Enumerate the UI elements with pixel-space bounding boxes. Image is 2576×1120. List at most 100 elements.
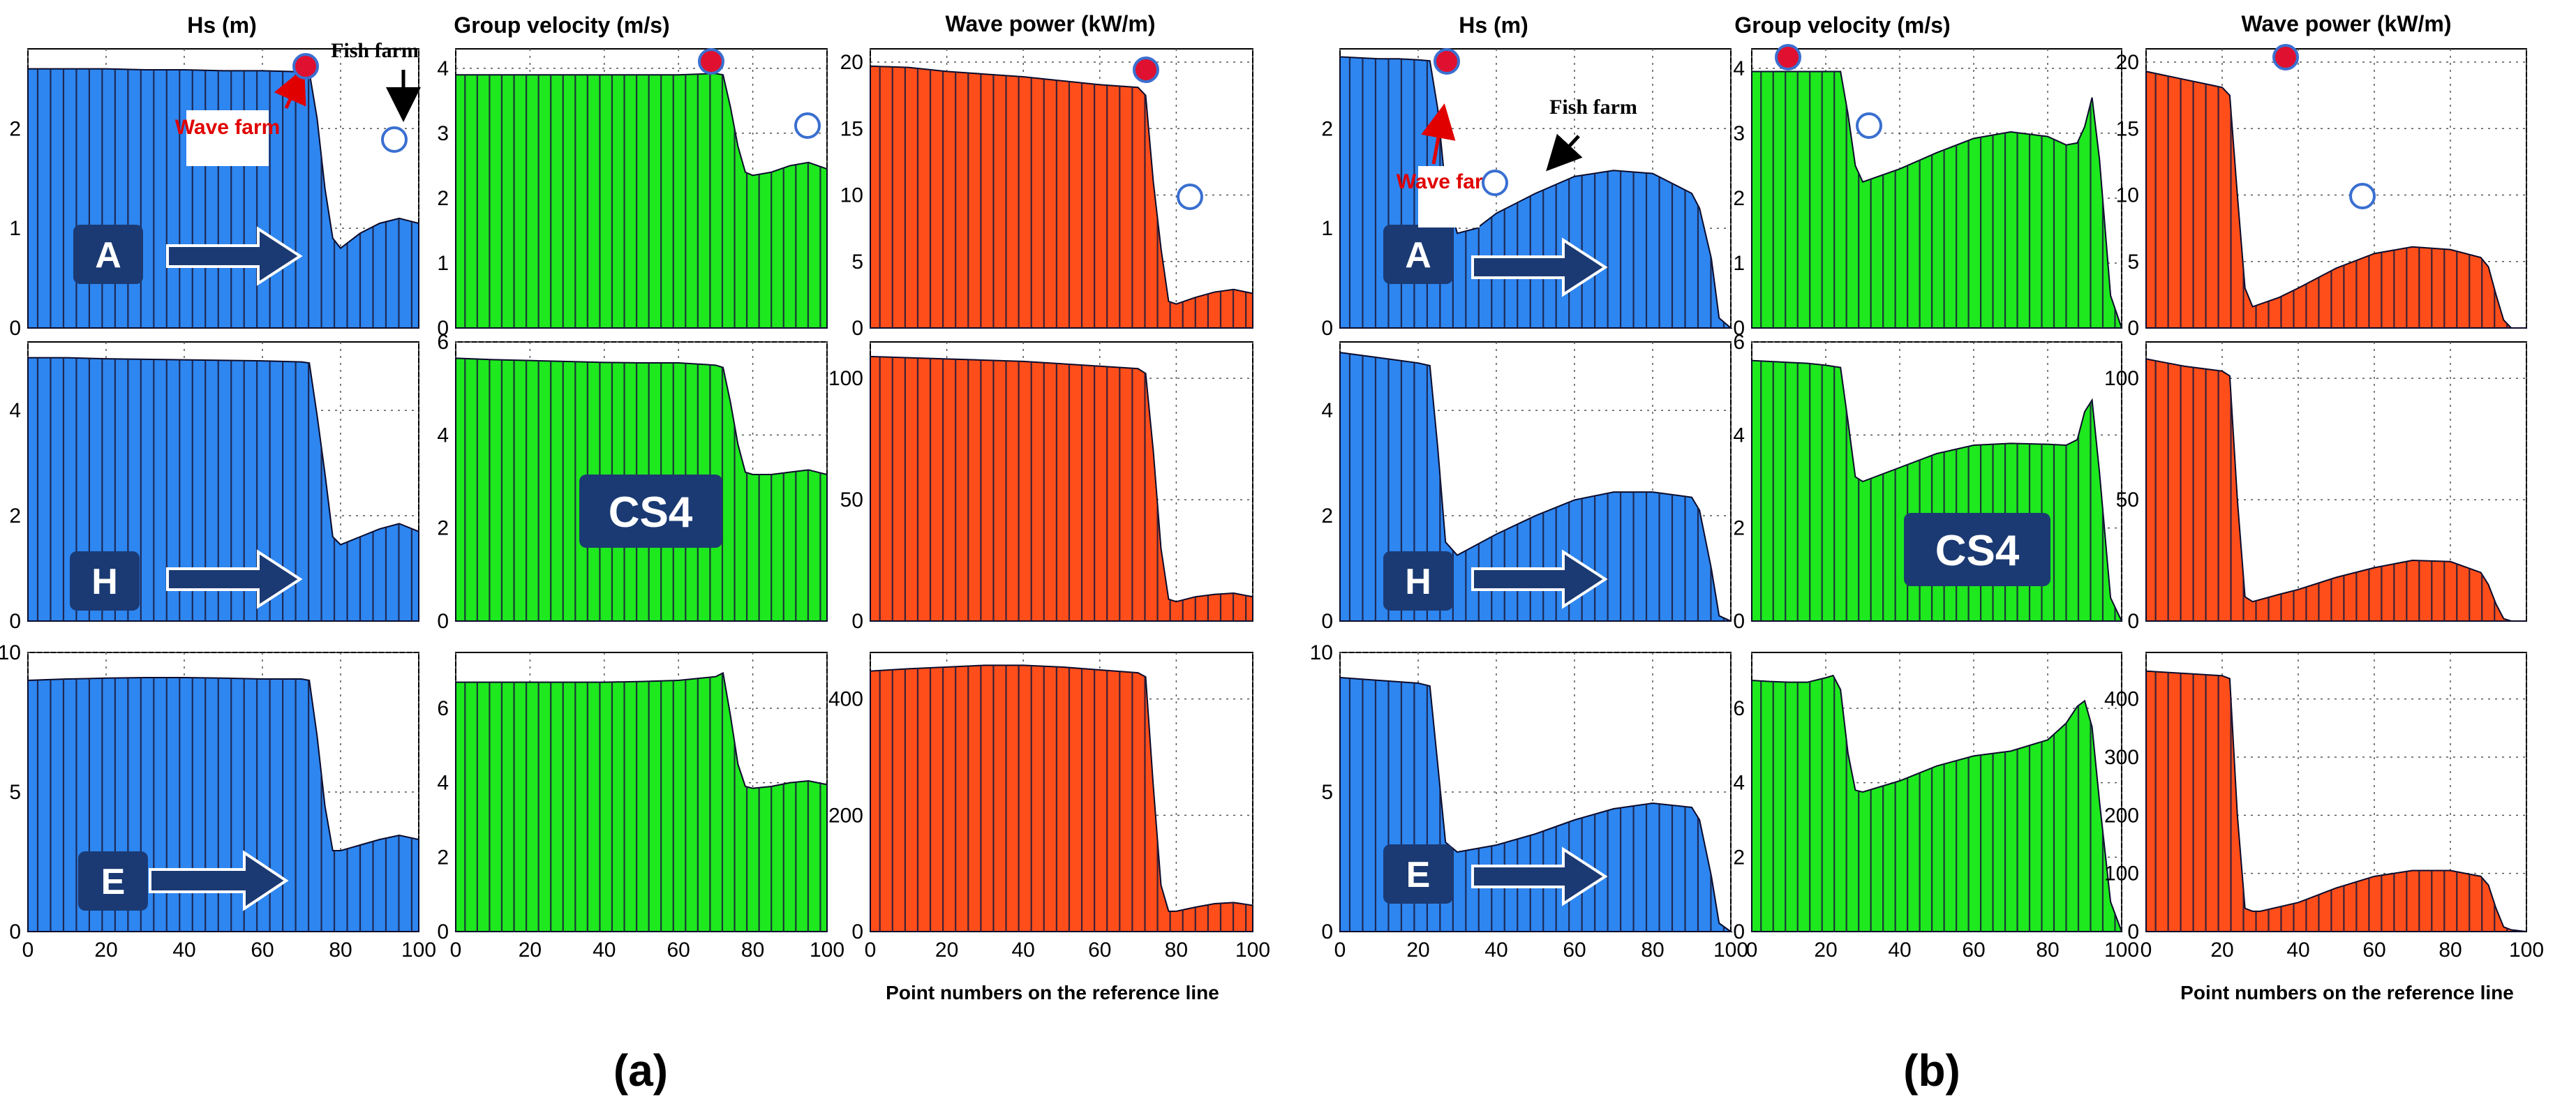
fish-farm-marker-b-power xyxy=(2349,183,2376,209)
y-tick-label: 4 xyxy=(9,399,21,422)
x-tick-label: 80 xyxy=(329,939,352,962)
y-tick-label: 100 xyxy=(2104,863,2139,886)
wave-farm-marker-a-hs xyxy=(292,53,319,80)
x-tick-label: 20 xyxy=(519,939,542,962)
col-title-b-velocity: Group velocity (m/s) xyxy=(1734,13,1950,38)
y-tick-label: 20 xyxy=(840,51,863,74)
x-tick-label: 0 xyxy=(2141,939,2152,962)
y-tick-label: 0 xyxy=(1321,610,1333,633)
panel-b-a-wave-power-kw-m: 0 5 10 15 20 xyxy=(2116,48,2527,340)
y-tick-label: 300 xyxy=(2104,746,2139,769)
x-tick-label: 60 xyxy=(2362,939,2385,962)
y-tick-label: 50 xyxy=(2116,488,2139,512)
svg-text:CS4: CS4 xyxy=(1935,527,2020,575)
x-tick-label: 0 xyxy=(450,939,462,962)
y-tick-label: 1 xyxy=(437,252,449,275)
col-title-b-power: Wave power (kW/m) xyxy=(2241,11,2451,36)
y-tick-label: 4 xyxy=(437,772,449,795)
x-tick-label: 40 xyxy=(172,939,195,962)
fish-farm-label-b: Fish farm xyxy=(1549,96,1637,119)
cs4-tag-a: CS4 xyxy=(579,475,722,548)
y-tick-label: 0 xyxy=(851,317,863,340)
fish-farm-marker-b-hs xyxy=(1482,170,1508,196)
x-tick-label: 20 xyxy=(94,939,117,962)
y-tick-label: 6 xyxy=(1733,331,1745,354)
x-tick-label: 100 xyxy=(2509,939,2544,962)
x-tick-label: 60 xyxy=(251,939,274,962)
y-tick-label: 2 xyxy=(437,846,449,869)
y-tick-label: 200 xyxy=(2104,804,2139,827)
x-tick-label: 100 xyxy=(1235,939,1270,962)
svg-text:H: H xyxy=(1405,562,1431,602)
fish-farm-marker-a-power xyxy=(1177,184,1203,210)
y-tick-label: 0 xyxy=(851,610,863,633)
y-tick-label: 4 xyxy=(1733,424,1745,447)
x-tick-label: 60 xyxy=(1088,939,1111,962)
y-tick-label: 100 xyxy=(828,367,863,390)
panel-a-a-hs-m: 0 1 2 xyxy=(9,48,419,340)
panel-a-e-wave-power-kw-m: 0 200 400 0 20 40 60 80 100 xyxy=(828,652,1270,962)
y-tick-label: 6 xyxy=(437,697,449,720)
panel-a-a-group-velocity-m-s: 0 1 2 3 4 xyxy=(437,48,828,340)
fish-farm-arrow-b xyxy=(1546,133,1583,172)
fish-farm-marker-b-velocity xyxy=(1856,112,1882,139)
y-tick-label: 2 xyxy=(437,517,449,540)
y-tick-label: 2 xyxy=(9,117,21,140)
x-tick-label: 0 xyxy=(865,939,877,962)
y-tick-label: 2 xyxy=(1321,117,1333,140)
y-tick-label: 6 xyxy=(437,331,449,354)
svg-text:A: A xyxy=(1405,235,1431,276)
panel-b-h-group-velocity-m-s: 0 2 4 6 xyxy=(1733,331,2123,633)
y-tick-label: 4 xyxy=(437,57,449,80)
y-tick-label: 0 xyxy=(437,317,449,340)
y-tick-label: 0 xyxy=(2127,920,2139,943)
wave-farm-marker-b-velocity xyxy=(1775,44,1801,70)
x-tick-label: 40 xyxy=(1012,939,1035,962)
y-tick-label: 10 xyxy=(1310,641,1333,664)
row-label-a-H: H xyxy=(70,551,140,611)
y-tick-label: 2 xyxy=(1733,846,1745,869)
x-tick-label: 80 xyxy=(1165,939,1188,962)
x-tick-label: 20 xyxy=(2210,939,2233,962)
panel-b-a-hs-m: 0 1 2 xyxy=(1321,48,1733,340)
direction-arrow-a-A xyxy=(166,226,303,286)
svg-text:CS4: CS4 xyxy=(609,488,693,537)
wave-farm-marker-a-velocity xyxy=(698,48,724,75)
x-tick-label: 0 xyxy=(1746,939,1758,962)
y-tick-label: 3 xyxy=(437,122,449,145)
y-tick-label: 10 xyxy=(2116,184,2139,207)
y-tick-label: 0 xyxy=(9,610,21,633)
y-tick-label: 2 xyxy=(1733,517,1745,540)
data-area xyxy=(2145,670,2527,932)
panel-b-a-group-velocity-m-s: 0 1 2 3 4 xyxy=(1733,48,2123,340)
direction-arrow-b-H xyxy=(1471,549,1608,609)
y-tick-label: 2 xyxy=(437,187,449,210)
direction-arrow-a-H xyxy=(166,549,303,609)
x-tick-label: 40 xyxy=(2286,939,2309,962)
wave-farm-marker-b-power xyxy=(2272,44,2299,70)
y-tick-label: 0 xyxy=(437,610,449,633)
y-tick-label: 20 xyxy=(2116,51,2139,74)
x-tick-label: 100 xyxy=(1713,939,1748,962)
cs4-tag-b: CS4 xyxy=(1904,513,2050,586)
y-tick-label: 0 xyxy=(1733,317,1745,340)
y-tick-label: 0 xyxy=(2127,317,2139,340)
svg-text:H: H xyxy=(91,562,118,602)
col-title-a-power: Wave power (kW/m) xyxy=(945,11,1155,36)
x-tick-label: 20 xyxy=(935,939,958,962)
panel-b-h-wave-power-kw-m: 0 50 100 xyxy=(2104,341,2527,633)
x-axis-title-b: Point numbers on the reference line xyxy=(2180,982,2514,1003)
x-tick-label: 40 xyxy=(1484,939,1507,962)
sub-label-a: (a) xyxy=(613,1045,668,1096)
y-tick-label: 5 xyxy=(2127,251,2139,274)
direction-arrow-b-A xyxy=(1471,237,1608,297)
y-tick-label: 200 xyxy=(828,804,863,827)
sub-label-b: (b) xyxy=(1903,1045,1960,1096)
y-tick-label: 0 xyxy=(1733,920,1745,943)
x-tick-label: 80 xyxy=(741,939,764,962)
col-title-a-hs: Hs (m) xyxy=(187,13,257,38)
row-label-b-E: E xyxy=(1383,844,1453,904)
